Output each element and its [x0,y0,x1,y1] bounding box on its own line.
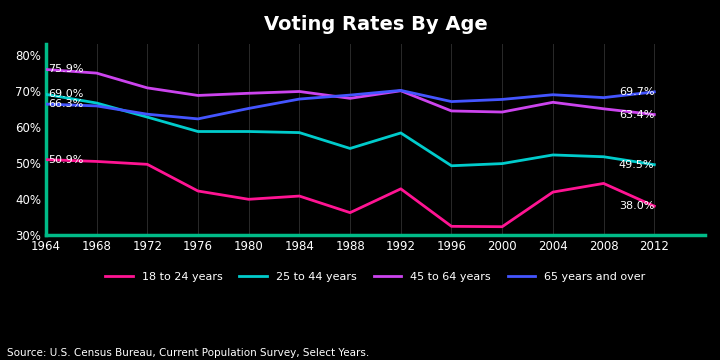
Title: Voting Rates By Age: Voting Rates By Age [264,15,487,34]
Text: 69.0%: 69.0% [48,89,84,99]
Text: 75.9%: 75.9% [48,64,84,75]
Text: 50.9%: 50.9% [48,155,84,165]
Text: 66.3%: 66.3% [48,99,84,109]
Text: 63.4%: 63.4% [618,109,654,120]
Text: 69.7%: 69.7% [618,87,654,97]
Text: 49.5%: 49.5% [618,160,654,170]
Text: Source: U.S. Census Bureau, Current Population Survey, Select Years.: Source: U.S. Census Bureau, Current Popu… [7,348,369,358]
Legend: 18 to 24 years, 25 to 44 years, 45 to 64 years, 65 years and over: 18 to 24 years, 25 to 44 years, 45 to 64… [101,268,650,287]
Text: 38.0%: 38.0% [618,201,654,211]
